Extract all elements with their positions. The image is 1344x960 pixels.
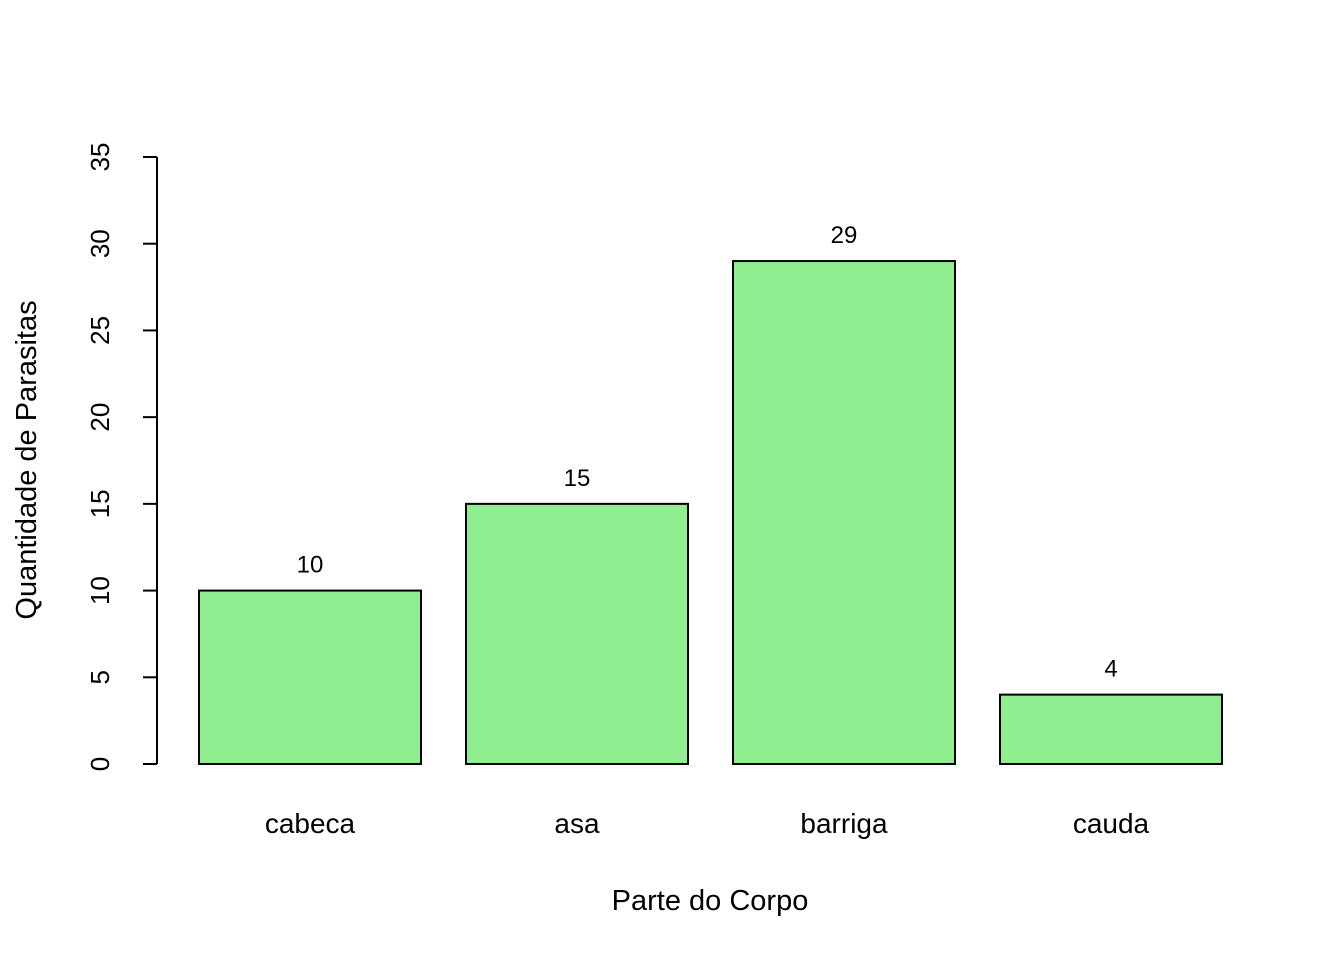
bar bbox=[732, 260, 956, 765]
bar bbox=[999, 693, 1223, 766]
y-tick-label: 15 bbox=[85, 489, 115, 518]
y-tick-label: 35 bbox=[85, 143, 115, 172]
bar bbox=[198, 589, 422, 765]
y-tick-label: 0 bbox=[85, 757, 115, 771]
bar-value-label: 29 bbox=[831, 222, 858, 249]
bar-value-label: 10 bbox=[297, 552, 324, 579]
y-tick-label: 5 bbox=[85, 670, 115, 684]
x-axis-title: Parte do Corpo bbox=[612, 885, 809, 917]
bar bbox=[465, 502, 689, 765]
category-label: asa bbox=[554, 808, 600, 839]
category-label: barriga bbox=[800, 808, 888, 839]
value-labels: 10 15 29 4 bbox=[297, 222, 1118, 683]
bar-value-label: 15 bbox=[564, 465, 591, 492]
y-tick-label: 20 bbox=[85, 403, 115, 432]
y-tick-label: 30 bbox=[85, 229, 115, 258]
y-tick-label: 10 bbox=[85, 576, 115, 605]
bars bbox=[198, 260, 1223, 766]
bar-value-label: 4 bbox=[1104, 656, 1117, 683]
y-axis: 0 5 10 15 20 25 30 35 bbox=[85, 143, 158, 771]
y-axis-title: Quantidade de Parasitas bbox=[11, 300, 43, 619]
category-label: cauda bbox=[1073, 808, 1150, 839]
category-label: cabeca bbox=[265, 808, 356, 839]
category-labels: cabeca asa barriga cauda bbox=[265, 808, 1150, 839]
y-tick-label: 25 bbox=[85, 316, 115, 345]
